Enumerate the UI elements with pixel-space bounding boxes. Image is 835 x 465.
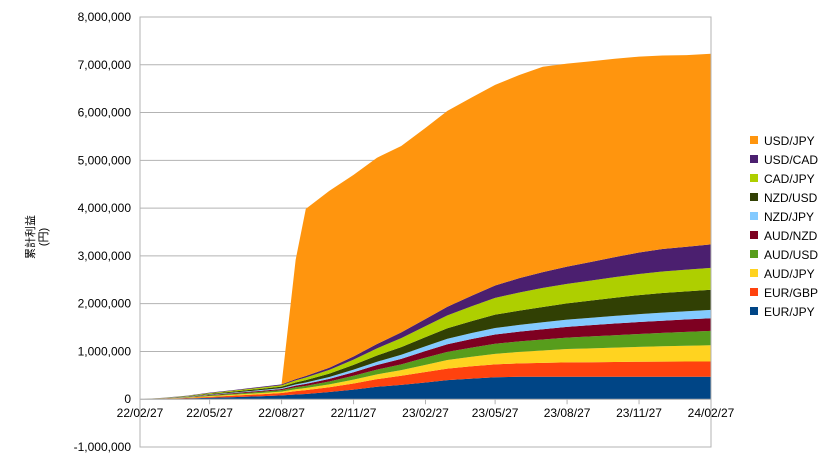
x-tick-label: 23/08/27: [544, 406, 591, 420]
area-eur-jpy: [140, 376, 711, 400]
y-tick-label: 8,000,000: [78, 10, 132, 24]
x-tick-label: 22/05/27: [186, 406, 233, 420]
legend-swatch: [750, 174, 758, 182]
area-cad-jpy: [140, 267, 711, 400]
y-axis-label: 累計利益(円): [23, 215, 50, 259]
x-tick-label: 23/11/27: [616, 406, 662, 420]
legend-label: AUD/NZD: [764, 229, 818, 243]
x-tick-label: 22/02/27: [117, 406, 164, 420]
area-aud-usd: [140, 330, 711, 400]
x-tick-label: 22/11/27: [331, 406, 377, 420]
legend-swatch: [750, 212, 758, 220]
legend-swatch: [750, 155, 758, 163]
x-tick-labels: 22/02/27 22/05/27 22/08/27 22/11/27 23/02/27…: [117, 406, 735, 420]
legend: USD/JPY USD/CAD CAD/JPY NZD/USD NZD/JPY AUD/N…: [750, 134, 818, 319]
area-eur-gbp: [140, 361, 711, 400]
area-nzd-jpy: [140, 309, 711, 400]
legend-label: NZD/USD: [764, 191, 818, 205]
y-tick-label: -1,000,000: [74, 440, 132, 454]
legend-label: AUD/USD: [764, 248, 818, 262]
area-usd-cad: [140, 244, 711, 400]
legend-swatch: [750, 269, 758, 277]
plot-frame: [139, 16, 712, 448]
legend-label: NZD/JPY: [764, 210, 814, 224]
legend-swatch: [750, 136, 758, 144]
y-tick-label: 6,000,000: [78, 106, 132, 120]
axes: [139, 16, 712, 448]
legend-label: CAD/JPY: [764, 172, 815, 186]
area-aud-jpy: [140, 345, 711, 400]
legend-swatch: [750, 288, 758, 296]
area-aud-nzd: [140, 318, 711, 400]
y-tick-labels: 8,000,000 7,000,000 6,000,000 5,000,000 4,00…: [74, 10, 132, 454]
legend-swatch: [750, 193, 758, 201]
x-tick-label: 24/02/27: [688, 406, 735, 420]
y-tick-label: 4,000,000: [78, 201, 132, 215]
x-tick-label: 22/08/27: [258, 406, 305, 420]
y-tick-label: 5,000,000: [78, 153, 132, 167]
area-nzd-usd: [140, 289, 711, 400]
area-usd-jpy: [140, 53, 711, 400]
legend-swatch: [750, 250, 758, 258]
x-tick-label: 23/05/27: [472, 406, 519, 420]
legend-label: EUR/JPY: [764, 305, 815, 319]
legend-label: EUR/GBP: [764, 286, 818, 300]
legend-label: USD/JPY: [764, 134, 815, 148]
y-tick-label: 0: [124, 392, 131, 406]
legend-label: USD/CAD: [764, 153, 818, 167]
legend-label: AUD/JPY: [764, 267, 815, 281]
y-tick-label: 2,000,000: [78, 297, 132, 311]
y-tick-label: 7,000,000: [78, 58, 132, 72]
series-areas: [140, 53, 711, 400]
legend-swatch: [750, 307, 758, 315]
y-tick-label: 3,000,000: [78, 249, 132, 263]
x-tick-label: 23/02/27: [402, 406, 449, 420]
y-tick-label: 1,000,000: [78, 344, 132, 358]
legend-swatch: [750, 231, 758, 239]
